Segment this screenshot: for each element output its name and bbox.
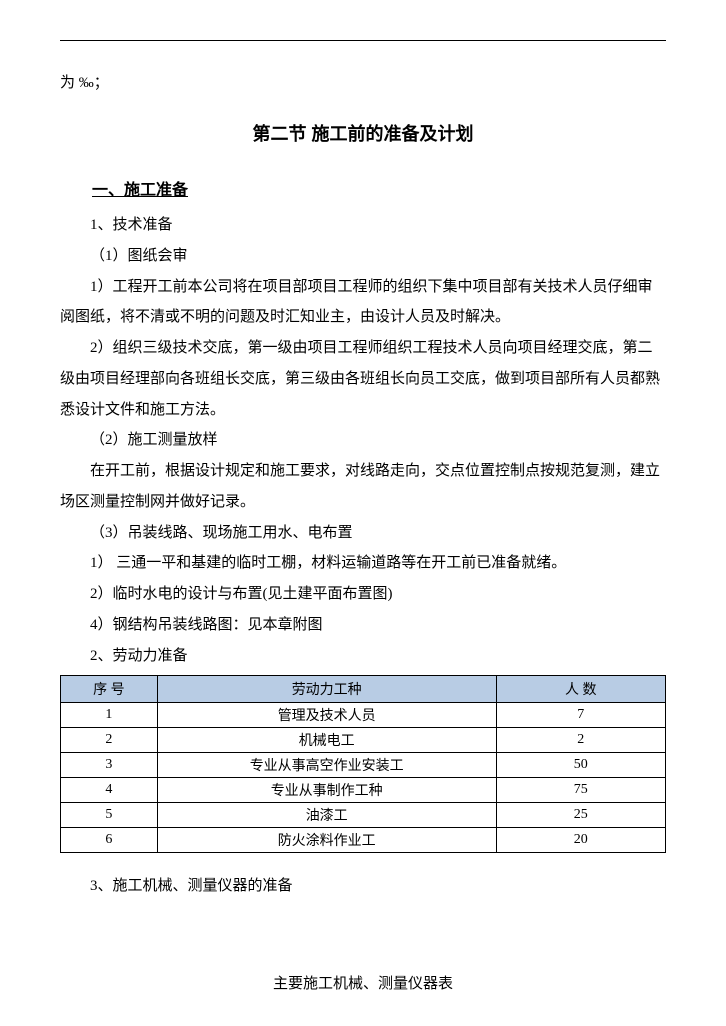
para-12: 3、施工机械、测量仪器的准备	[60, 871, 666, 902]
para-10: 4）钢结构吊装线路图：见本章附图	[60, 610, 666, 641]
cell-count: 25	[496, 803, 665, 828]
cell-seq: 1	[61, 703, 158, 728]
labor-table-wrap: 序 号 劳动力工种 人 数 1 管理及技术人员 7 2 机械电工 2 3 专业从…	[60, 675, 666, 853]
table-row: 1 管理及技术人员 7	[61, 703, 666, 728]
continued-fragment: 为 ‰；	[60, 71, 666, 92]
table-row: 2 机械电工 2	[61, 728, 666, 753]
para-8: 1） 三通一平和基建的临时工棚，材料运输道路等在开工前已准备就绪。	[60, 548, 666, 579]
col-count: 人 数	[496, 676, 665, 703]
para-7: （3）吊装线路、现场施工用水、电布置	[60, 518, 666, 549]
table-row: 6 防火涂料作业工 20	[61, 828, 666, 853]
cell-type: 机械电工	[157, 728, 496, 753]
cell-seq: 4	[61, 778, 158, 803]
cell-type: 管理及技术人员	[157, 703, 496, 728]
cell-count: 75	[496, 778, 665, 803]
cell-type: 专业从事高空作业安装工	[157, 753, 496, 778]
table-row: 4 专业从事制作工种 75	[61, 778, 666, 803]
table-row: 3 专业从事高空作业安装工 50	[61, 753, 666, 778]
para-11: 2、劳动力准备	[60, 641, 666, 672]
para-2: （1）图纸会审	[60, 241, 666, 272]
cell-type: 防火涂料作业工	[157, 828, 496, 853]
para-1: 1、技术准备	[60, 210, 666, 241]
heading-prep: 一、施工准备	[60, 176, 666, 200]
para-5: （2）施工测量放样	[60, 425, 666, 456]
cell-seq: 2	[61, 728, 158, 753]
cell-count: 2	[496, 728, 665, 753]
labor-table: 序 号 劳动力工种 人 数 1 管理及技术人员 7 2 机械电工 2 3 专业从…	[60, 675, 666, 853]
para-6: 在开工前，根据设计规定和施工要求，对线路走向，交点位置控制点按规范复测，建立场区…	[60, 456, 666, 518]
cell-seq: 3	[61, 753, 158, 778]
para-3: 1）工程开工前本公司将在项目部项目工程师的组织下集中项目部有关技术人员仔细审阅图…	[60, 272, 666, 334]
cell-count: 20	[496, 828, 665, 853]
cell-seq: 5	[61, 803, 158, 828]
table-row: 5 油漆工 25	[61, 803, 666, 828]
cell-type: 专业从事制作工种	[157, 778, 496, 803]
col-type: 劳动力工种	[157, 676, 496, 703]
table-header-row: 序 号 劳动力工种 人 数	[61, 676, 666, 703]
cell-count: 50	[496, 753, 665, 778]
cell-count: 7	[496, 703, 665, 728]
section-title: 第二节 施工前的准备及计划	[60, 120, 666, 146]
page-header-rule	[60, 40, 666, 41]
col-seq: 序 号	[61, 676, 158, 703]
cell-seq: 6	[61, 828, 158, 853]
para-9: 2）临时水电的设计与布置(见土建平面布置图)	[60, 579, 666, 610]
cell-type: 油漆工	[157, 803, 496, 828]
para-4: 2）组织三级技术交底，第一级由项目工程师组织工程技术人员向项目经理交底，第二级由…	[60, 333, 666, 425]
next-table-caption: 主要施工机械、测量仪器表	[60, 972, 666, 993]
